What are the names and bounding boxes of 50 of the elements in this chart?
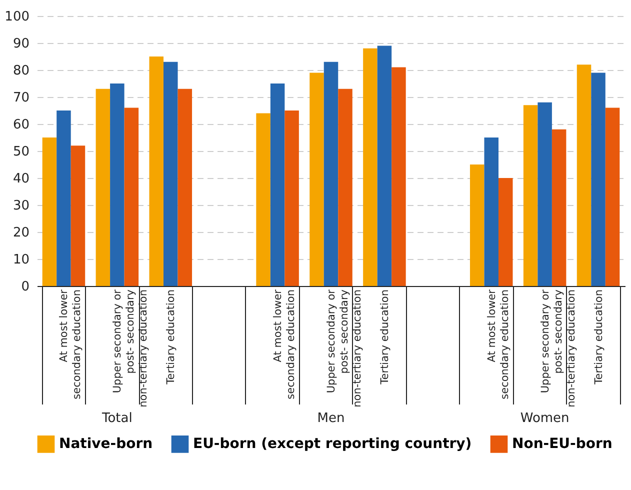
y-tick-label: 100 bbox=[4, 10, 30, 24]
text: Total bbox=[100, 411, 132, 426]
y-tick-label: 10 bbox=[12, 252, 30, 268]
bar bbox=[164, 62, 178, 286]
y-tick-label: 20 bbox=[12, 226, 30, 240]
bar bbox=[310, 72, 324, 286]
y-tick-label: 30 bbox=[12, 198, 30, 214]
legend-label: EU-born (except reporting country) bbox=[193, 436, 472, 452]
bar bbox=[392, 67, 406, 286]
bar bbox=[605, 108, 620, 286]
bar bbox=[56, 110, 71, 286]
x-tick-label: Tertiary education bbox=[165, 290, 178, 386]
bar bbox=[324, 62, 338, 286]
bar bbox=[523, 105, 538, 286]
x-tick-label: At most lower secondary education bbox=[272, 288, 298, 400]
bar bbox=[591, 72, 606, 286]
bar bbox=[576, 64, 592, 286]
bar bbox=[363, 48, 378, 286]
y-tick-label: 60 bbox=[12, 118, 30, 132]
y-tick-label: 80 bbox=[12, 64, 30, 78]
bar bbox=[470, 164, 484, 286]
y-tick-label: 0 bbox=[21, 280, 30, 294]
y-tick-label: 40 bbox=[12, 172, 30, 186]
bar bbox=[124, 108, 139, 286]
x-tick-label: At most lower secondary education bbox=[486, 288, 511, 400]
bar bbox=[377, 46, 392, 286]
bar bbox=[96, 88, 110, 286]
bar bbox=[484, 138, 498, 286]
x-tick-label: Tertiary education bbox=[378, 290, 391, 386]
bar bbox=[338, 88, 352, 286]
bar bbox=[178, 88, 192, 286]
bar bbox=[284, 110, 299, 286]
bar bbox=[110, 84, 124, 286]
bar bbox=[498, 178, 513, 286]
bar bbox=[42, 138, 57, 286]
x-tick-label: At most lower secondary education bbox=[58, 288, 84, 400]
bar bbox=[270, 84, 285, 286]
bar bbox=[256, 113, 270, 286]
legend-label: Native-born bbox=[59, 436, 153, 452]
y-tick-label: 50 bbox=[12, 144, 30, 160]
y-tick-label: 70 bbox=[12, 90, 30, 106]
bar bbox=[149, 56, 164, 286]
bar bbox=[552, 129, 566, 286]
x-tick-label: Tertiary education bbox=[592, 290, 605, 386]
bar bbox=[70, 146, 86, 286]
text: Women bbox=[520, 411, 570, 426]
legend-label: Non-EU-born bbox=[512, 436, 612, 452]
bar bbox=[538, 102, 552, 286]
text: Men bbox=[317, 411, 345, 426]
y-tick-label: 90 bbox=[12, 36, 30, 52]
